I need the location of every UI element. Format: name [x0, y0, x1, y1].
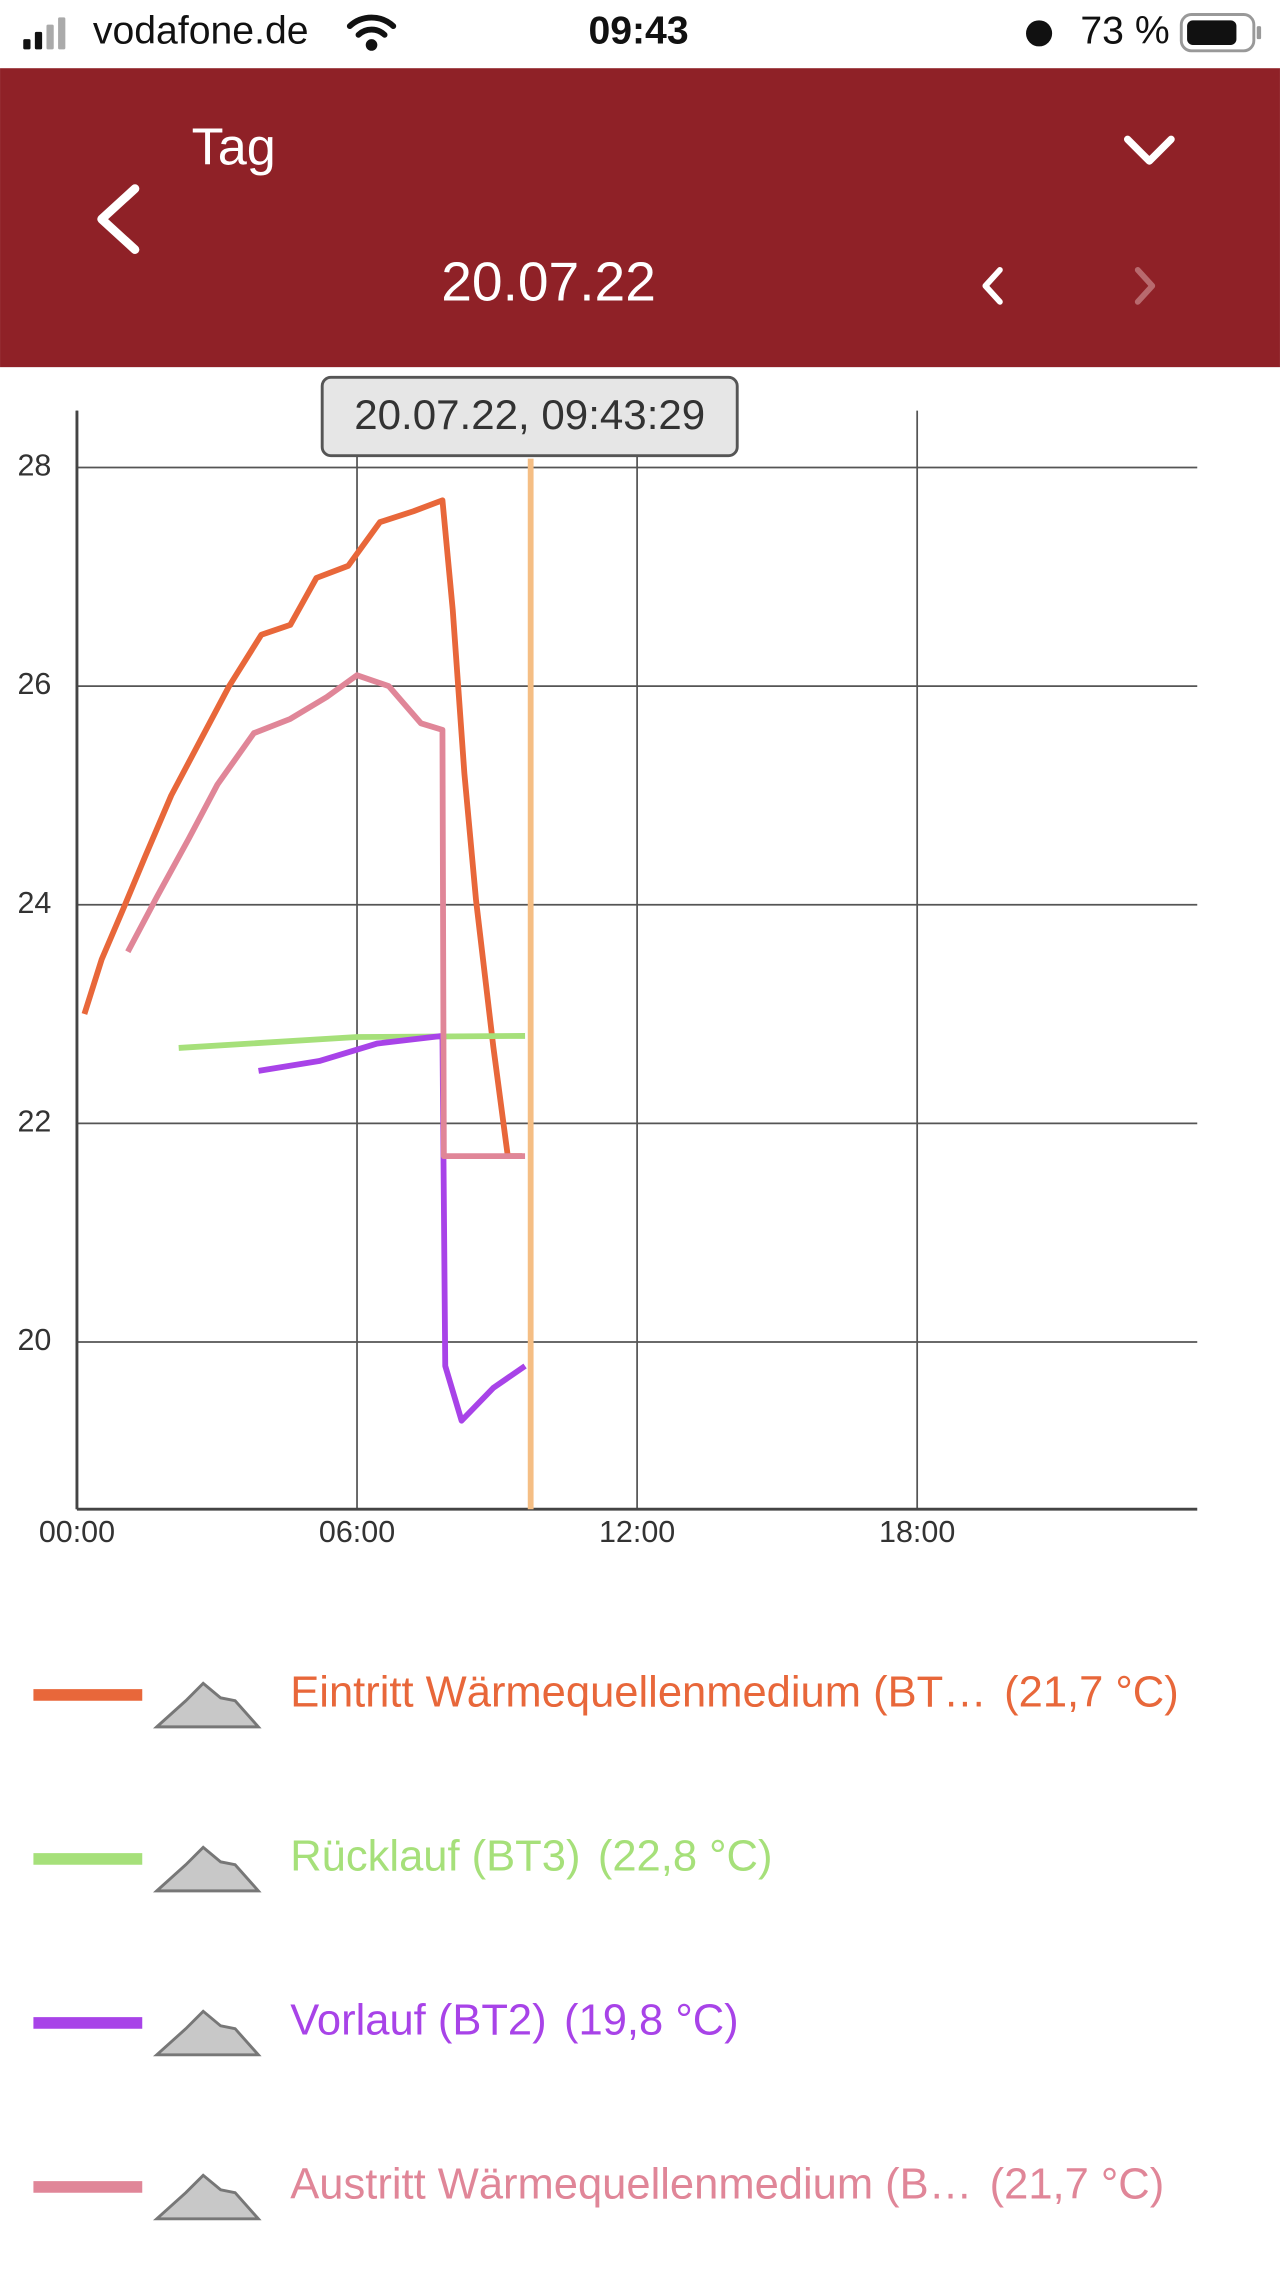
period-title: Tag [192, 119, 276, 177]
legend-label: Vorlauf (BT2) [290, 1996, 546, 2044]
next-day [1134, 267, 1156, 305]
x-tick-label: 12:00 [599, 1515, 675, 1549]
y-tick-label: 26 [17, 667, 51, 701]
y-tick-label: 20 [17, 1323, 51, 1357]
back-button[interactable] [97, 184, 140, 254]
y-tick-label: 22 [17, 1104, 51, 1138]
y-tick-label: 28 [17, 449, 51, 483]
chart: 20 22 24 26 28 00:00 06:00 12:00 18:00 20.07.22, … [17, 375, 1198, 1549]
area-toggle[interactable] [152, 2009, 262, 2057]
legend-label: Rücklauf (BT3) [290, 1832, 580, 1880]
series-line [81, 497, 523, 1160]
y-tick-label: 24 [17, 886, 51, 920]
header-bar [0, 68, 1280, 368]
legend-label: Austritt Wärmequellenmedium (B… [290, 2160, 972, 2208]
alarm-icon [1026, 20, 1053, 47]
area-toggle[interactable] [152, 2173, 262, 2221]
wifi-icon [346, 14, 397, 51]
previous-day[interactable] [982, 267, 1003, 305]
legend-value: (19,8 °C) [564, 1996, 739, 2044]
tooltip-box [320, 375, 739, 458]
series-line [125, 672, 526, 1160]
legend-label: Eintritt Wärmequellenmedium (BT… [290, 1668, 986, 1716]
period-dropdown[interactable] [1123, 135, 1175, 165]
x-tick-label: 00:00 [39, 1515, 115, 1549]
legend-value: (21,7 °C) [1004, 1668, 1179, 1716]
status-bar [0, 0, 1280, 69]
carrier: vodafone.de [93, 10, 309, 53]
series-line [258, 1033, 527, 1424]
battery-icon [1179, 13, 1262, 53]
battery-percent: 73 % [1080, 10, 1169, 53]
x-tick-label: 06:00 [319, 1515, 395, 1549]
series-line [178, 1033, 526, 1051]
tooltip-text: 20.07.22, 09:43:29 [354, 391, 705, 438]
signal-icon [23, 17, 66, 50]
legend-value: (21,7 °C) [990, 2160, 1165, 2208]
legend-value: (22,8 °C) [598, 1832, 773, 1880]
legend: Eintritt Wärmequellenmedium (BT… (21,7 °C… [33, 1668, 1179, 2221]
area-toggle[interactable] [152, 1681, 262, 1729]
x-tick-label: 18:00 [879, 1515, 955, 1549]
area-toggle[interactable] [152, 1845, 262, 1893]
date: 20.07.22 [441, 250, 656, 312]
clock: 09:43 [588, 10, 688, 53]
